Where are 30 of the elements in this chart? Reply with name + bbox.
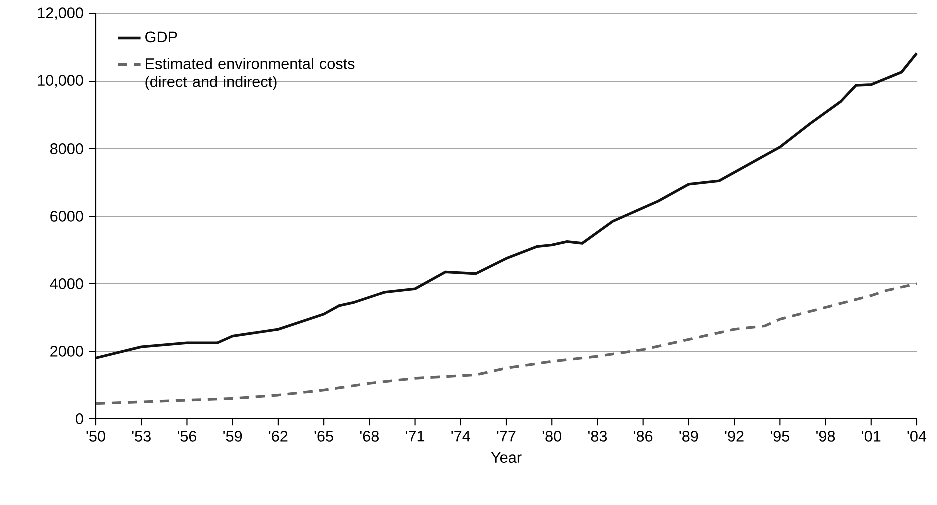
x-tick-label: '50 <box>86 431 106 442</box>
y-tick-label: 2000 <box>50 346 84 357</box>
legend-label: GDP <box>146 32 178 43</box>
x-tick-label: '71 <box>406 431 425 442</box>
x-tick-label: '86 <box>634 431 653 442</box>
x-tick-label: '92 <box>725 431 744 442</box>
x-tick-label: '95 <box>770 431 790 442</box>
x-tick-label: '01 <box>862 431 881 442</box>
x-axis-title: Year <box>491 452 522 464</box>
y-tick-label: 8000 <box>50 144 84 154</box>
legend-label: Estimated environmental costs (direct and indirect) <box>146 58 355 90</box>
y-tick-label: 6000 <box>50 211 84 222</box>
x-tick-label: '89 <box>680 431 698 442</box>
y-tick-label: 4000 <box>50 278 84 290</box>
y-tick-label: 12,000 <box>38 8 84 20</box>
x-tick-label: '98 <box>816 431 836 442</box>
y-tick-label: 0 <box>76 414 84 424</box>
x-tick-label: '04 <box>908 431 927 442</box>
y-tick-label: 10,000 <box>38 75 84 88</box>
x-tick-label: '53 <box>132 431 151 442</box>
x-tick-label: '80 <box>542 431 562 442</box>
x-tick-label: '83 <box>588 431 608 442</box>
x-tick-label: '65 <box>314 431 334 442</box>
x-tick-label: '77 <box>497 431 516 442</box>
x-tick-label: '56 <box>178 431 197 442</box>
line-series <box>94 282 918 406</box>
x-tick-label: '74 <box>452 431 470 442</box>
x-tick-label: '62 <box>269 431 288 442</box>
x-tick-label: '59 <box>224 431 242 442</box>
x-tick-label: '68 <box>360 431 379 442</box>
